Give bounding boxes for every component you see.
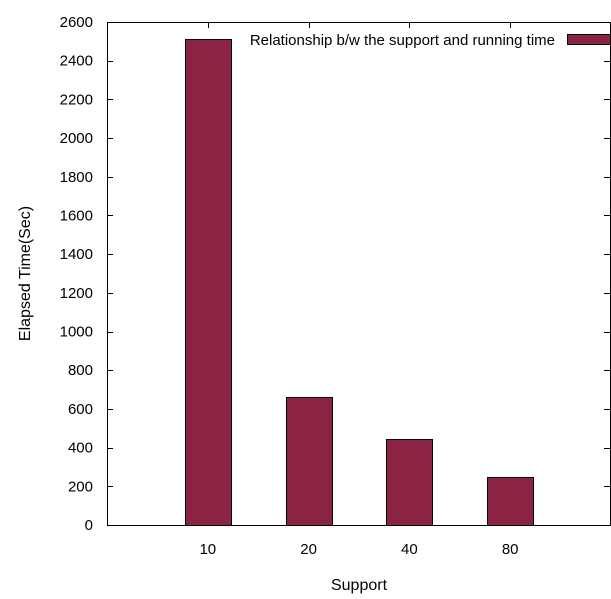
y-tick-label: 1200 <box>60 285 93 302</box>
bar <box>386 439 433 526</box>
y-tick-label: 800 <box>68 362 93 379</box>
y-tick-label: 1800 <box>60 169 93 186</box>
legend-swatch <box>567 34 611 45</box>
bar <box>487 477 534 526</box>
bar <box>286 397 333 526</box>
plot-frame <box>107 22 611 526</box>
y-tick-label: 2200 <box>60 91 93 108</box>
y-tick-label: 2000 <box>60 130 93 147</box>
y-tick-label: 0 <box>85 517 93 534</box>
x-tick-label: 80 <box>502 541 519 558</box>
legend: Relationship b/w the support and running… <box>250 32 611 49</box>
y-tick-label: 1400 <box>60 246 93 263</box>
y-tick-label: 2400 <box>60 53 93 70</box>
y-tick-label: 2600 <box>60 14 93 31</box>
legend-label: Relationship b/w the support and running… <box>250 32 555 49</box>
y-tick-label: 400 <box>68 440 93 457</box>
labels-layer: 0 200 400 600 800 1000 1200 1400 1600 1800 2000 220… <box>60 14 519 558</box>
y-axis-label: Elapsed Time(Sec) <box>17 206 34 341</box>
bars-layer <box>185 39 534 526</box>
y-tick-label: 200 <box>68 478 93 495</box>
x-axis-label: Support <box>331 577 388 594</box>
bar <box>185 39 232 526</box>
x-tick-label: 40 <box>401 541 418 558</box>
y-tick-label: 1600 <box>60 207 93 224</box>
x-tick-label: 10 <box>199 541 216 558</box>
y-tick-label: 600 <box>68 401 93 418</box>
ticks-layer <box>107 22 610 526</box>
x-tick-label: 20 <box>300 541 317 558</box>
y-tick-label: 1000 <box>60 324 93 341</box>
